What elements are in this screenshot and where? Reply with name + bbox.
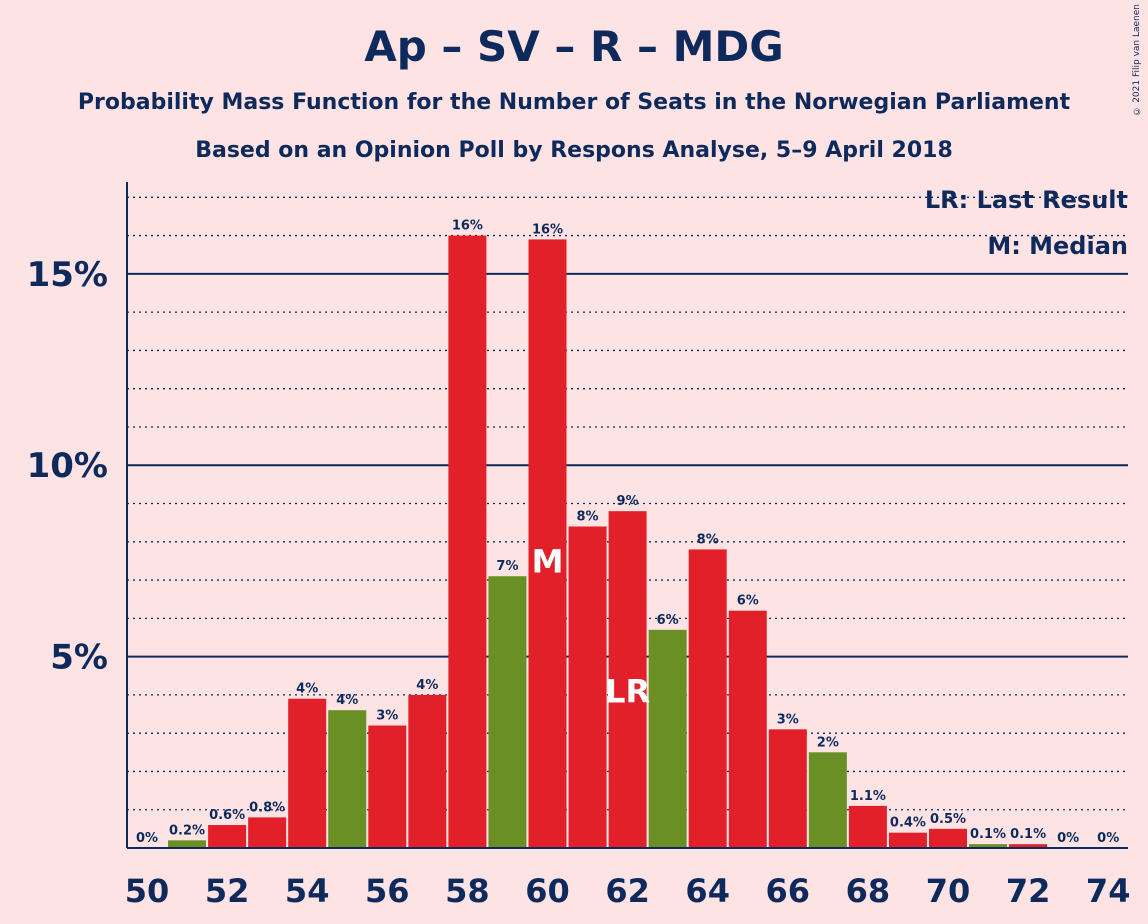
bar — [688, 549, 727, 848]
x-tick-label: 72 — [1006, 872, 1051, 910]
bar-value-label: 0% — [136, 831, 158, 846]
chart-title: Ap – SV – R – MDG — [364, 22, 784, 71]
x-tick-label: 70 — [926, 872, 971, 910]
bar-value-label: 7% — [496, 559, 518, 574]
bar — [528, 239, 567, 848]
bar-value-label: 4% — [296, 682, 318, 697]
legend-median: M: Median — [987, 232, 1128, 260]
bar — [288, 698, 327, 848]
bar — [1009, 844, 1048, 848]
x-tick-label: 50 — [125, 872, 170, 910]
bar — [328, 710, 367, 848]
bar — [448, 235, 487, 849]
bar — [168, 840, 207, 848]
chart-subtitle: Probability Mass Function for the Number… — [77, 90, 1071, 115]
x-tick-label: 74 — [1086, 872, 1131, 910]
bar-value-label: 6% — [657, 613, 679, 628]
bar-value-label: 1.1% — [850, 789, 886, 804]
bar — [929, 828, 967, 848]
bar-value-label: 4% — [336, 693, 358, 708]
bar-value-label: 0.1% — [970, 827, 1006, 842]
bar-value-label: 0% — [1097, 831, 1119, 846]
x-tick-label: 64 — [685, 872, 730, 910]
x-tick-label: 66 — [766, 872, 811, 910]
x-tick-label: 60 — [525, 872, 570, 910]
last-result-marker: LR — [605, 673, 650, 711]
bar-value-label: 3% — [376, 709, 398, 724]
y-tick-label: 15% — [27, 255, 108, 295]
y-tick-label: 10% — [27, 446, 108, 486]
x-tick-label: 68 — [846, 872, 891, 910]
x-tick-label: 54 — [285, 872, 330, 910]
bar-value-label: 2% — [817, 735, 839, 750]
bar — [368, 725, 407, 848]
bar — [808, 752, 847, 848]
bar-value-label: 0% — [1057, 831, 1079, 846]
bar — [768, 729, 807, 848]
legend-last-result: LR: Last Result — [924, 186, 1128, 214]
bar — [608, 511, 647, 848]
bar-value-label: 0.1% — [1010, 827, 1046, 842]
median-marker: M — [532, 542, 564, 580]
bar — [969, 844, 1008, 848]
bar-value-label: 0.8% — [249, 800, 285, 815]
bar-value-label: 0.4% — [890, 816, 926, 831]
bar-value-label: 0.6% — [209, 808, 245, 823]
bar — [728, 610, 767, 848]
x-tick-label: 62 — [605, 872, 650, 910]
bar — [248, 817, 287, 848]
bar-value-label: 16% — [452, 219, 483, 234]
bar-value-label: 8% — [577, 509, 599, 524]
bar-value-label: 0.2% — [169, 823, 205, 838]
bar-value-label: 4% — [416, 678, 438, 693]
x-tick-label: 52 — [205, 872, 250, 910]
bar — [408, 694, 447, 848]
bar-value-label: 9% — [617, 494, 639, 509]
bar-value-label: 8% — [697, 532, 719, 547]
bar-value-label: 3% — [777, 712, 799, 727]
bar — [848, 805, 887, 848]
y-tick-label: 5% — [50, 638, 108, 678]
bar — [888, 832, 927, 848]
bar — [208, 825, 247, 848]
bar — [568, 526, 607, 848]
bar-value-label: 0.5% — [930, 812, 966, 827]
bar — [488, 576, 527, 848]
x-tick-label: 58 — [445, 872, 490, 910]
bar-value-label: 6% — [737, 594, 759, 609]
chart-source-subtitle: Based on an Opinion Poll by Respons Anal… — [195, 138, 953, 163]
bar-value-label: 16% — [532, 222, 563, 237]
x-tick-label: 56 — [365, 872, 410, 910]
bar — [648, 629, 687, 848]
